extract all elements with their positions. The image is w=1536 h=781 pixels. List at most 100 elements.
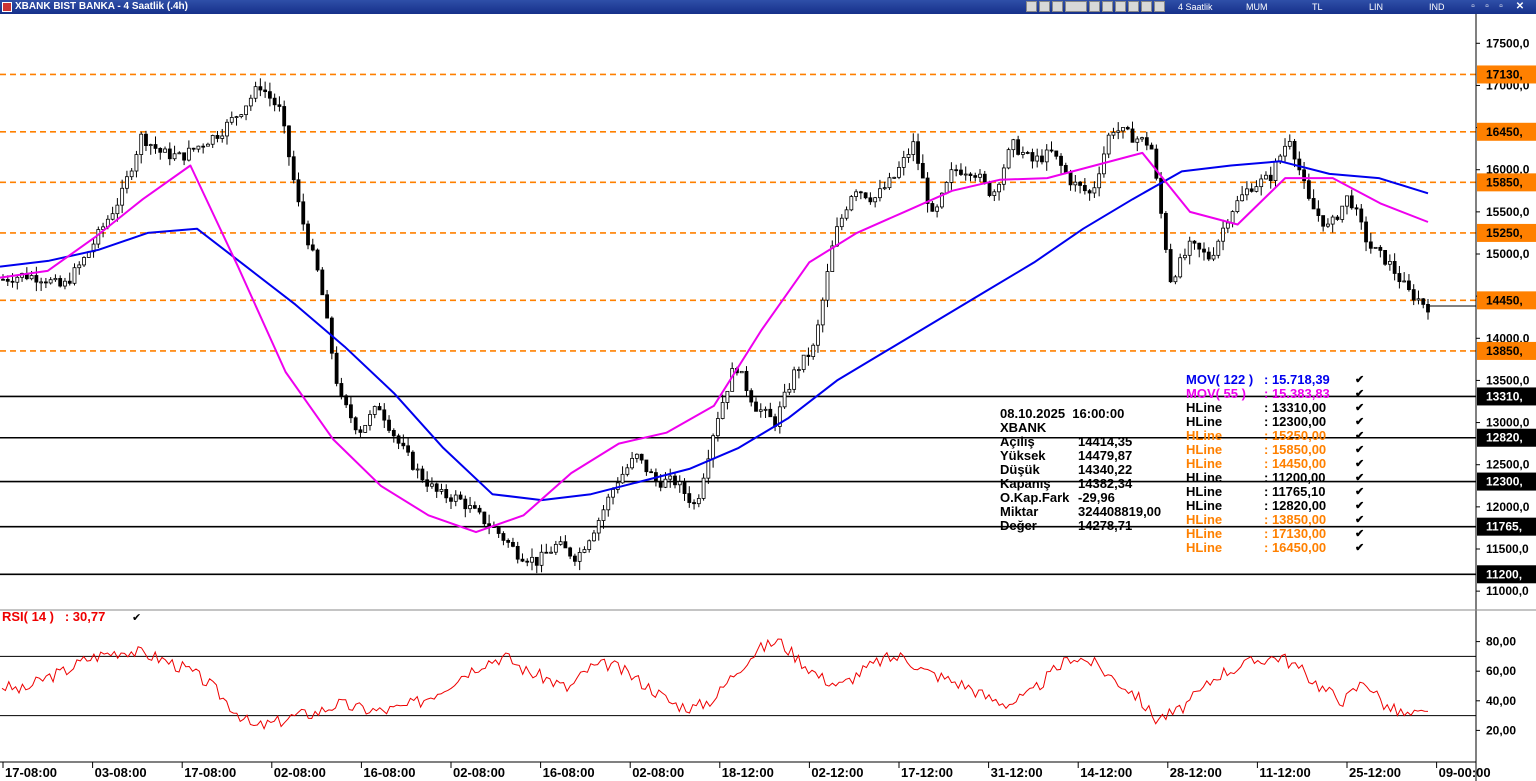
candle-body (1426, 304, 1430, 313)
candle-body (525, 560, 530, 563)
candle-body (267, 91, 272, 99)
candle-body (72, 267, 77, 284)
legend-name: HLine (1186, 484, 1223, 499)
hline-value-label: 12300, (1486, 475, 1523, 489)
candle-body (53, 278, 58, 281)
candle-body (1283, 145, 1287, 157)
candle-body (1259, 178, 1264, 188)
candle-body (1416, 298, 1421, 301)
candle-body (801, 354, 806, 370)
candle-body (244, 105, 248, 116)
tool-icon[interactable] (1128, 1, 1139, 12)
time-tick-label: 16-08:00 (363, 765, 415, 780)
candle-body (930, 203, 935, 212)
check-icon[interactable]: ✔ (1355, 486, 1365, 498)
candle-body (282, 106, 287, 127)
candle-body (854, 191, 858, 197)
maximize-icon[interactable]: ▫ (1485, 1, 1489, 12)
candle-body (344, 395, 349, 406)
tool-icon[interactable] (1065, 1, 1087, 12)
hline-value-box (1477, 517, 1536, 536)
candle-body (453, 494, 458, 502)
check-icon[interactable]: ✔ (1355, 542, 1365, 554)
tool-icon[interactable] (1026, 1, 1037, 12)
tool-icon[interactable] (1102, 1, 1113, 12)
tool-icon[interactable] (1089, 1, 1100, 12)
candle-body (1173, 276, 1178, 283)
candle-body (1073, 181, 1078, 186)
info-value: 14414,35 (1078, 434, 1133, 449)
check-icon[interactable]: ✔ (1355, 528, 1365, 540)
candle-body (1335, 216, 1340, 220)
check-icon[interactable]: ✔ (1355, 472, 1365, 484)
candle-body (744, 370, 749, 392)
tool-icon[interactable] (1052, 1, 1063, 12)
candle-body (701, 477, 706, 499)
check-icon[interactable]: ✔ (1355, 416, 1365, 428)
candle-body (577, 552, 582, 562)
close-icon[interactable]: ✕ (1515, 1, 1525, 12)
price-tick-label: 16000,0 (1486, 163, 1530, 177)
check-icon[interactable]: ✔ (1355, 514, 1365, 526)
legend-value: : 13310,00 (1264, 400, 1327, 415)
menu-mum[interactable]: MUM (1246, 2, 1268, 12)
tool-icon[interactable] (1039, 1, 1050, 12)
candle-body (592, 532, 596, 542)
candle-body (82, 257, 86, 266)
info-label: O.Kap.Fark (1000, 490, 1070, 505)
candle-body (272, 97, 277, 106)
tool-icon[interactable] (1141, 1, 1152, 12)
time-tick-label: 03-08:00 (95, 765, 147, 780)
tool-icon[interactable] (1154, 1, 1165, 12)
app-icon[interactable] (2, 2, 12, 12)
check-icon[interactable]: ✔ (1355, 402, 1365, 414)
candle-body (1135, 138, 1140, 143)
candle-body (5, 278, 10, 282)
minimize-icon[interactable]: ▫ (1471, 1, 1475, 12)
time-tick-label: 17-12:00 (901, 765, 953, 780)
menu-ind[interactable]: IND (1429, 2, 1445, 12)
hline-value-box (1477, 65, 1536, 84)
tool-icon[interactable] (1115, 1, 1126, 12)
candle-body (472, 505, 477, 509)
candle-body (406, 445, 411, 453)
candle-body (553, 543, 558, 553)
window-titlebar: XBANK BIST BANKA - 4 Saatlik (.4h) 4 Saa… (0, 0, 1536, 14)
info-row: Düşük 14340,22 (1000, 463, 1132, 477)
candle-body (306, 223, 310, 246)
candle-body (258, 86, 263, 91)
chart-area[interactable]: 11000,0 11500,0 12000,0 12500,0 13000,0 13500… (0, 14, 1536, 781)
check-icon[interactable]: ✔ (1355, 430, 1365, 442)
check-icon[interactable]: ✔ (1355, 388, 1365, 400)
time-tick-label: 18-12:00 (722, 765, 774, 780)
candle-body (1035, 155, 1040, 162)
candle-body (458, 494, 463, 500)
hline-value-box (1477, 173, 1536, 192)
candle-body (287, 125, 291, 158)
check-icon[interactable]: ✔ (1355, 500, 1365, 512)
check-icon[interactable]: ✔ (1355, 458, 1365, 470)
check-icon[interactable]: ✔ (132, 612, 142, 624)
candle-body (325, 294, 329, 319)
candle-body (696, 498, 701, 505)
legend-value: : 11200,00 (1264, 470, 1326, 485)
check-icon[interactable]: ✔ (1355, 374, 1365, 386)
restore-icon[interactable]: ▫ (1499, 1, 1503, 12)
candle-body (1321, 215, 1326, 227)
legend-name: HLine (1186, 442, 1223, 457)
menu-lin[interactable]: LIN (1369, 2, 1384, 12)
candle-body (1163, 212, 1168, 250)
candle-body (48, 279, 53, 284)
info-row: XBANK (1000, 421, 1124, 435)
price-tick-label: 11000,0 (1486, 584, 1529, 598)
candle-body (1030, 152, 1035, 162)
price-tick-label: 14000,0 (1486, 331, 1530, 345)
check-icon[interactable]: ✔ (1355, 444, 1365, 456)
period-selector[interactable]: 4 Saatlik (1178, 2, 1213, 12)
candle-body (620, 473, 625, 484)
menu-tl[interactable]: TL (1312, 2, 1323, 12)
candle-body (725, 390, 730, 403)
candle-body (358, 429, 363, 433)
candle-body (1407, 280, 1411, 290)
candle-body (630, 457, 634, 469)
